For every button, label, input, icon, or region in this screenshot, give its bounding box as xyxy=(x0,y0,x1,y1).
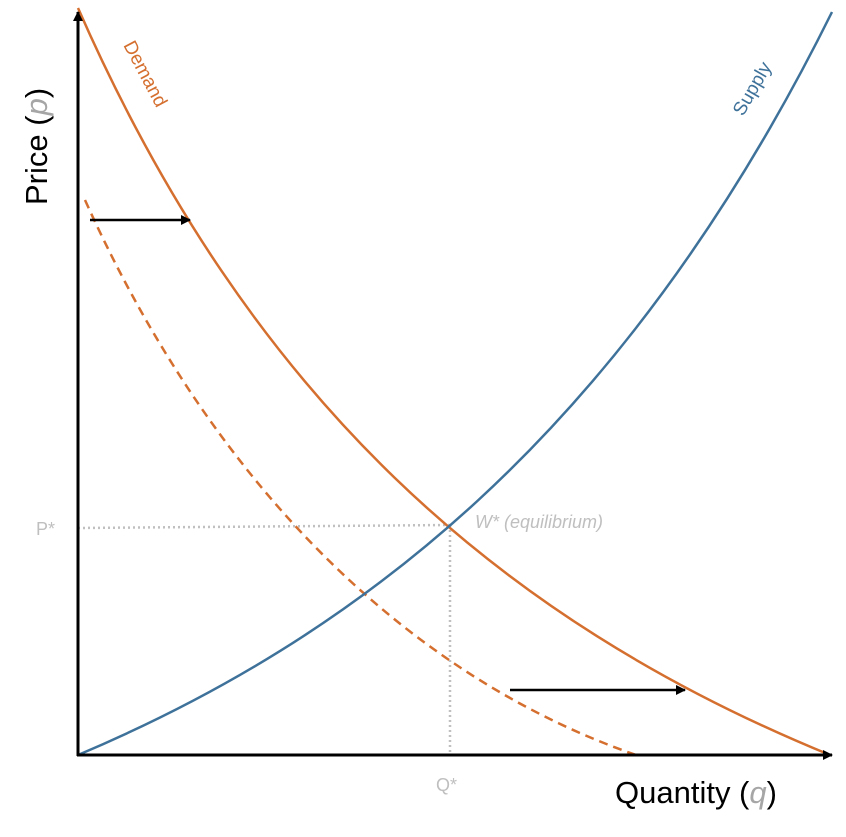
demand-label: Demand xyxy=(119,37,171,110)
price-label: P* xyxy=(36,519,55,539)
supply-curve xyxy=(77,11,834,757)
demand-curve xyxy=(76,7,831,757)
x-axis-label: Quantity (q) xyxy=(615,775,777,810)
quantity-label: Q* xyxy=(436,775,457,795)
shifted-demand-curve xyxy=(83,199,637,757)
price-guide xyxy=(77,523,451,530)
y-axis-label: Price (p) xyxy=(19,88,54,205)
supply-label: Supply xyxy=(729,58,776,119)
equilibrium-label: W* (equilibrium) xyxy=(475,512,603,532)
